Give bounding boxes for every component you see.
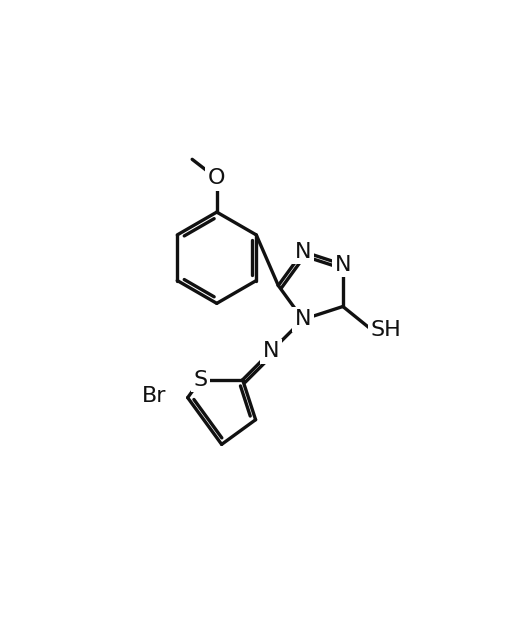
Text: S: S [194,370,208,390]
Text: N: N [263,341,280,361]
Text: N: N [295,310,311,330]
Text: N: N [335,255,351,275]
Text: SH: SH [370,320,401,340]
Text: Br: Br [142,386,166,406]
Text: O: O [208,168,225,188]
Text: N: N [295,241,311,262]
